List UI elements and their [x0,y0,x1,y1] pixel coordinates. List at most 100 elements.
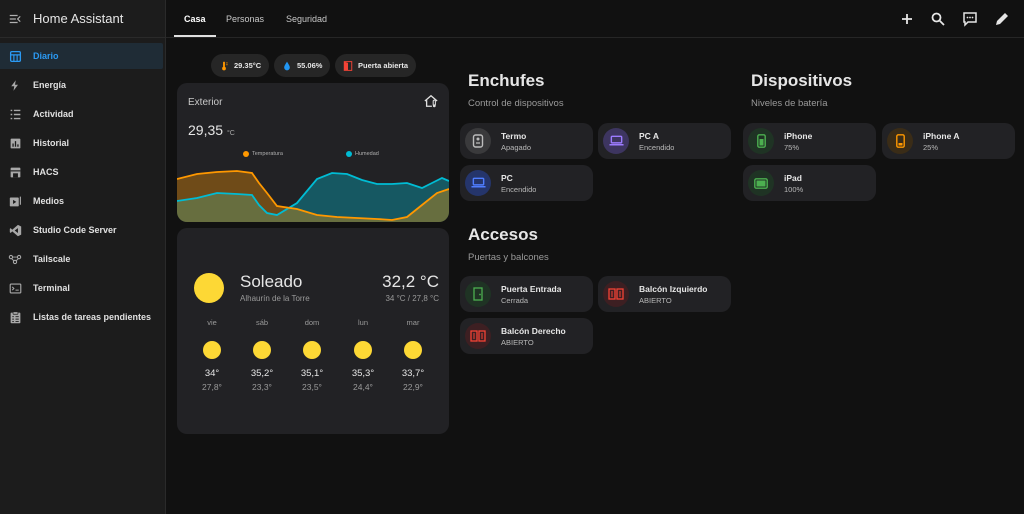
tile-name: iPhone [784,130,813,141]
tile-name: Puerta Entrada [501,283,562,294]
door-closed-icon[interactable] [465,281,491,307]
tile-iphone-a[interactable]: iPhone A 25% [882,123,1015,159]
sidebar-item-studio-code-server[interactable]: Studio Code Server [0,217,163,243]
sidebar-header: Home Assistant [0,0,165,38]
weather-card[interactable]: Soleado Alhaurín de la Torre 32,2 °C 34 … [177,228,449,434]
sunny-icon [404,341,422,359]
tile-state: Cerrada [501,295,529,305]
tile-name: iPad [784,172,802,183]
phone-battery-icon[interactable] [887,128,913,154]
sidebar-item-listas-de-tareas[interactable]: Listas de tareas pendientes [0,304,163,330]
sunny-icon [194,273,224,303]
sidebar-item-hacs[interactable]: HACS [0,159,163,185]
legend-humidity: Humedad [346,151,379,157]
tablet-battery-icon[interactable] [748,170,774,196]
tile-termo[interactable]: Termo Apagado [460,123,593,159]
humidity-chip[interactable]: 55.06% [274,54,331,77]
sunny-icon [253,341,271,359]
tab-label: Casa [184,14,206,24]
tile-state: 100% [784,184,804,194]
tile-state: 25% [923,142,939,152]
tile-name: PC A [639,130,659,141]
tile-ipad[interactable]: iPad 100% [743,165,876,201]
terminal-icon [8,281,22,295]
tile-state: ABIERTO [639,295,672,305]
lightning-icon [8,78,22,92]
tile-iphone[interactable]: iPhone 75% [743,123,876,159]
tile-balcon-derecho[interactable]: Balcón Derecho ABIERTO [460,318,593,354]
water-heater-icon[interactable] [465,128,491,154]
tile-pc-a[interactable]: PC A Encendido [598,123,731,159]
forecast-high: 33,7° [401,368,425,379]
plus-icon[interactable] [899,11,915,27]
temperature-chip[interactable]: 29.35°C [211,54,270,77]
weather-range: 34 °C / 27,8 °C [385,294,439,303]
sidebar-item-label: Terminal [33,283,70,293]
legend-label: Temperatura [252,151,283,157]
tile-pc[interactable]: PC Encendido [460,165,593,201]
home-thermometer-icon [424,94,438,108]
weather-temperature: 32,2 °C [382,272,439,291]
sidebar-item-terminal[interactable]: Terminal [0,275,163,301]
tab-label: Personas [226,14,265,24]
sidebar-item-actividad[interactable]: Actividad [0,101,163,127]
chart-bar-icon [8,136,22,150]
humidity-line [177,172,449,216]
search-icon[interactable] [930,11,946,27]
tile-puerta-entrada[interactable]: Puerta Entrada Cerrada [460,276,593,312]
active-tab-indicator [174,35,216,37]
forecast-day-label: sáb [255,318,269,327]
sidebar-item-tailscale[interactable]: Tailscale [0,246,163,272]
assist-chat-icon[interactable] [962,11,978,27]
forecast-day: lun 35,3° 24,4° [343,318,383,392]
balcony-door-open-icon[interactable] [603,281,629,307]
section-subtitle-dispositivos: Niveles de batería [751,98,828,109]
tab-seguridad[interactable]: Seguridad [286,0,327,38]
sidebar-item-medios[interactable]: Medios [0,188,163,214]
diary-icon [8,49,22,63]
forecast-low: 22,9° [403,382,423,392]
menu-collapse-icon[interactable] [8,12,22,26]
sidebar-item-label: Listas de tareas pendientes [33,312,152,322]
tile-name: iPhone A [923,130,960,141]
door-open-icon [343,60,353,71]
hacs-store-icon [8,165,22,179]
tile-name: Termo [501,130,527,141]
phone-battery-icon[interactable] [748,128,774,154]
laptop-icon[interactable] [603,128,629,154]
forecast-high: 35,1° [300,368,324,379]
exterior-card[interactable]: Exterior 29,35 °C Temperatura Humedad [177,83,449,222]
tile-balcon-izquierdo[interactable]: Balcón Izquierdo ABIERTO [598,276,731,312]
sidebar-item-energia[interactable]: Energía [0,72,163,98]
sidebar: Home Assistant Diario Energía Actividad … [0,0,166,514]
tile-state: 75% [784,142,800,152]
forecast-high: 35,2° [250,368,274,379]
legend-swatch [346,151,352,157]
balcony-door-open-icon[interactable] [465,323,491,349]
value-number: 29,35 [188,122,224,138]
sunny-icon [203,341,221,359]
section-title-enchufes: Enchufes [468,71,545,90]
tile-name: PC [501,172,513,183]
legend-label: Humedad [355,151,379,157]
sidebar-item-diario[interactable]: Diario [0,43,163,69]
humidity-area [177,173,449,222]
forecast-low: 24,4° [353,382,373,392]
pencil-icon[interactable] [994,11,1010,27]
forecast-day: mar 33,7° 22,9° [393,318,433,392]
forecast-day: dom 35,1° 23,5° [292,318,332,392]
laptop-icon[interactable] [465,170,491,196]
sunny-icon [303,341,321,359]
forecast-day-label: vie [207,318,217,327]
tile-state: ABIERTO [501,337,534,347]
sidebar-item-historial[interactable]: Historial [0,130,163,156]
tile-name: Balcón Izquierdo [639,283,708,294]
temperature-line [177,170,449,221]
chip-label: 29.35°C [234,61,262,70]
tab-personas[interactable]: Personas [226,0,264,38]
door-chip[interactable]: Puerta abierta [335,54,417,77]
weather-condition: Soleado [240,272,303,291]
sparkline-chart [177,170,449,222]
tab-casa[interactable]: Casa [184,0,206,38]
forecast-high: 35,3° [351,368,375,379]
